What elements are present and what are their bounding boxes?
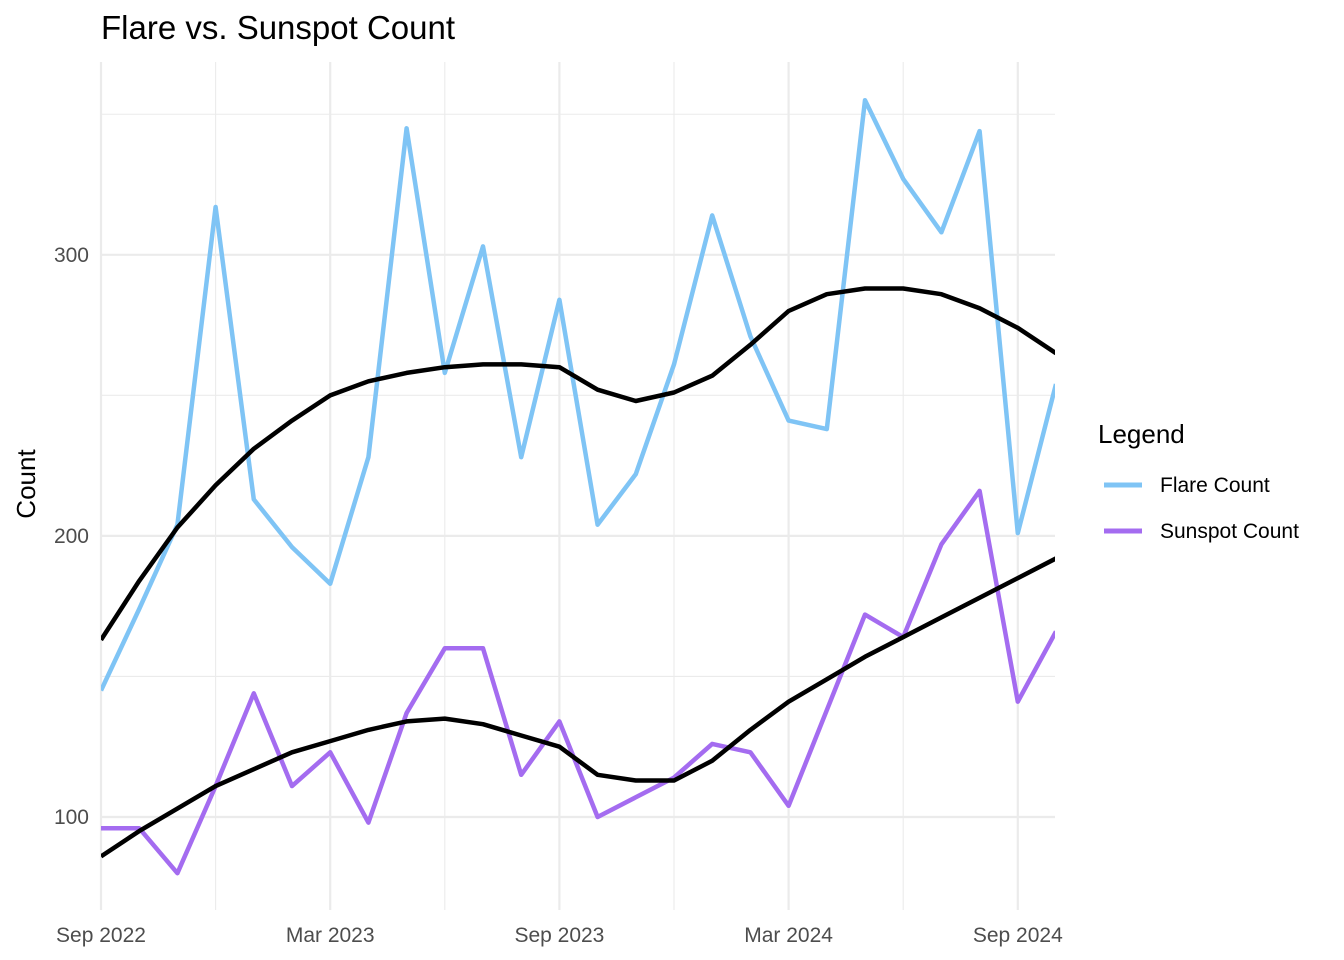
y-tick-label: 200 bbox=[54, 525, 89, 548]
legend-title: Legend bbox=[1098, 419, 1185, 449]
x-tick-label: Sep 2024 bbox=[973, 924, 1063, 947]
y-tick-label: 100 bbox=[54, 806, 89, 829]
chart-title: Flare vs. Sunspot Count bbox=[101, 9, 455, 46]
grid bbox=[99, 62, 1055, 910]
axis-ticks: Sep 2022 Mar 2023 Sep 2023 Mar 2024 Sep 2024… bbox=[54, 244, 1063, 947]
x-tick-label: Mar 2023 bbox=[286, 924, 375, 947]
legend: Legend Flare Count Sunspot Count bbox=[1098, 419, 1299, 543]
y-tick-label: 300 bbox=[54, 244, 89, 267]
smooth-line-sunspot-count bbox=[101, 556, 1055, 859]
x-tick-label: Mar 2024 bbox=[744, 924, 833, 947]
y-axis-title: Count bbox=[11, 449, 41, 519]
plot-series bbox=[101, 97, 1055, 876]
legend-label-sunspot-count: Sunspot Count bbox=[1160, 520, 1299, 543]
x-tick-label: Sep 2022 bbox=[56, 924, 146, 947]
x-tick-label: Sep 2023 bbox=[514, 924, 604, 947]
series-line-flare-count bbox=[101, 97, 1055, 692]
series-line-sunspot-count bbox=[101, 488, 1055, 876]
smooth-line-flare-count bbox=[101, 286, 1055, 642]
legend-label-flare-count: Flare Count bbox=[1160, 474, 1270, 497]
